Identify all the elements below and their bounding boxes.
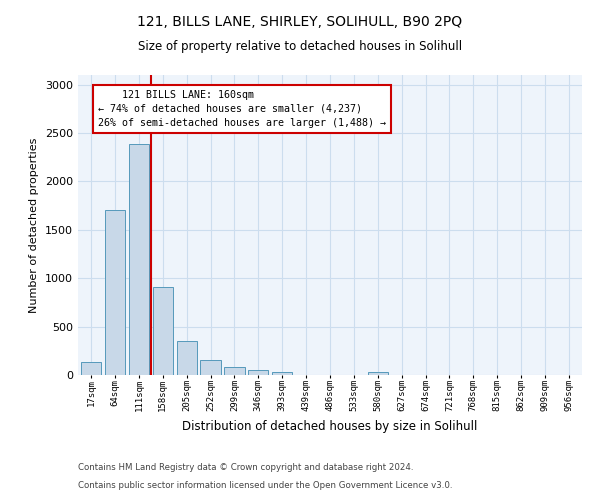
Y-axis label: Number of detached properties: Number of detached properties: [29, 138, 40, 312]
Bar: [129, 144, 149, 375]
Bar: [105, 210, 125, 375]
Bar: [81, 362, 101, 375]
Bar: [248, 370, 268, 375]
Bar: [272, 372, 292, 375]
Bar: [152, 287, 173, 375]
Text: Size of property relative to detached houses in Solihull: Size of property relative to detached ho…: [138, 40, 462, 53]
Bar: [200, 360, 221, 375]
Text: 121, BILLS LANE, SHIRLEY, SOLIHULL, B90 2PQ: 121, BILLS LANE, SHIRLEY, SOLIHULL, B90 …: [137, 15, 463, 29]
X-axis label: Distribution of detached houses by size in Solihull: Distribution of detached houses by size …: [182, 420, 478, 432]
Bar: [368, 372, 388, 375]
Bar: [224, 368, 245, 375]
Text: Contains HM Land Registry data © Crown copyright and database right 2024.: Contains HM Land Registry data © Crown c…: [78, 464, 413, 472]
Text: 121 BILLS LANE: 160sqm
← 74% of detached houses are smaller (4,237)
26% of semi-: 121 BILLS LANE: 160sqm ← 74% of detached…: [98, 90, 386, 128]
Bar: [176, 341, 197, 375]
Text: Contains public sector information licensed under the Open Government Licence v3: Contains public sector information licen…: [78, 481, 452, 490]
